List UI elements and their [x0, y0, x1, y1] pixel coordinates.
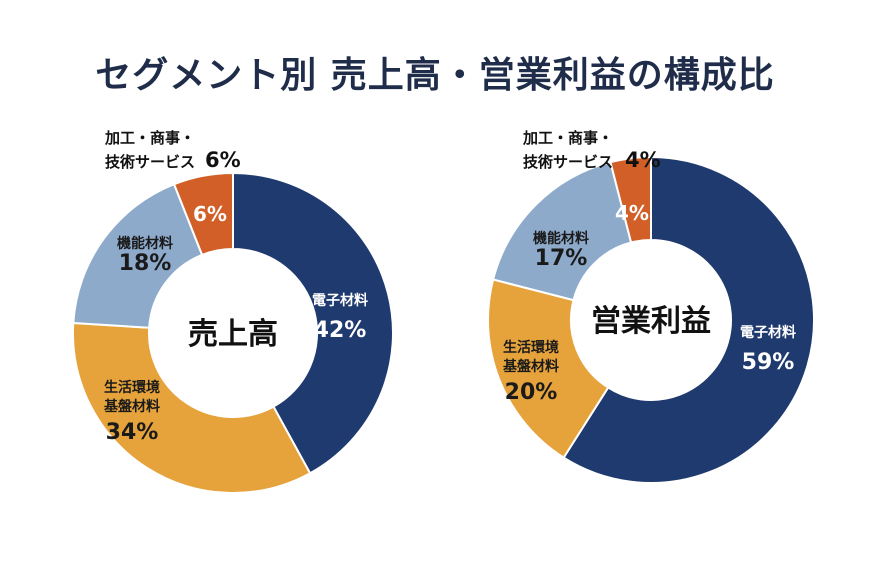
slice-value-label: 4% [615, 201, 649, 225]
slice-category-label: 機能材料 [117, 235, 173, 252]
slice-value-label: 18% [119, 251, 172, 276]
donut-center-title: 売上高 [188, 317, 278, 352]
donut-slice-2 [72, 321, 312, 494]
slice-value-label: 59% [742, 350, 795, 375]
donut-slice-2 [487, 278, 610, 460]
donut-slice-4 [609, 155, 652, 244]
donut-chart-2: 営業利益電子材料 59% 生活環境基盤材料 20% 機能材料17% 4% 加工・商事・技術サ… [487, 129, 815, 484]
slice-category-label: 生活環境 [104, 379, 160, 396]
callout-value-label: 4% [625, 148, 661, 172]
donut-slice-3 [72, 182, 204, 329]
slice-category-label: 基盤材料 [104, 398, 160, 415]
donut-center-title: 営業利益 [591, 304, 711, 339]
callout-value-label: 6% [205, 148, 241, 172]
donut-slice-4 [172, 171, 234, 257]
slice-category-label: 電子材料 [312, 292, 368, 309]
donut-slice-3 [491, 160, 633, 302]
callout-category-label: 加工・商事・ [104, 129, 195, 147]
slice-category-label: 電子材料 [740, 324, 796, 341]
slice-category-label: 機能材料 [533, 230, 589, 247]
slice-value-label: 42% [314, 318, 367, 343]
slice-value-label: 20% [505, 380, 558, 405]
donut-slice-1 [562, 155, 815, 484]
slice-value-label: 6% [193, 202, 227, 226]
callout-category-label: 技術サービス [105, 153, 195, 171]
page-title: セグメント別 売上高・営業利益の構成比 [95, 55, 775, 96]
callout-category-label: 技術サービス [523, 153, 613, 171]
slice-category-label: 基盤材料 [503, 358, 559, 375]
donut-slice-1 [232, 171, 394, 475]
callout-category-label: 加工・商事・ [522, 129, 613, 147]
slice-category-label: 生活環境 [503, 339, 559, 356]
slice-value-label: 17% [535, 246, 588, 271]
slice-value-label: 34% [106, 420, 159, 445]
